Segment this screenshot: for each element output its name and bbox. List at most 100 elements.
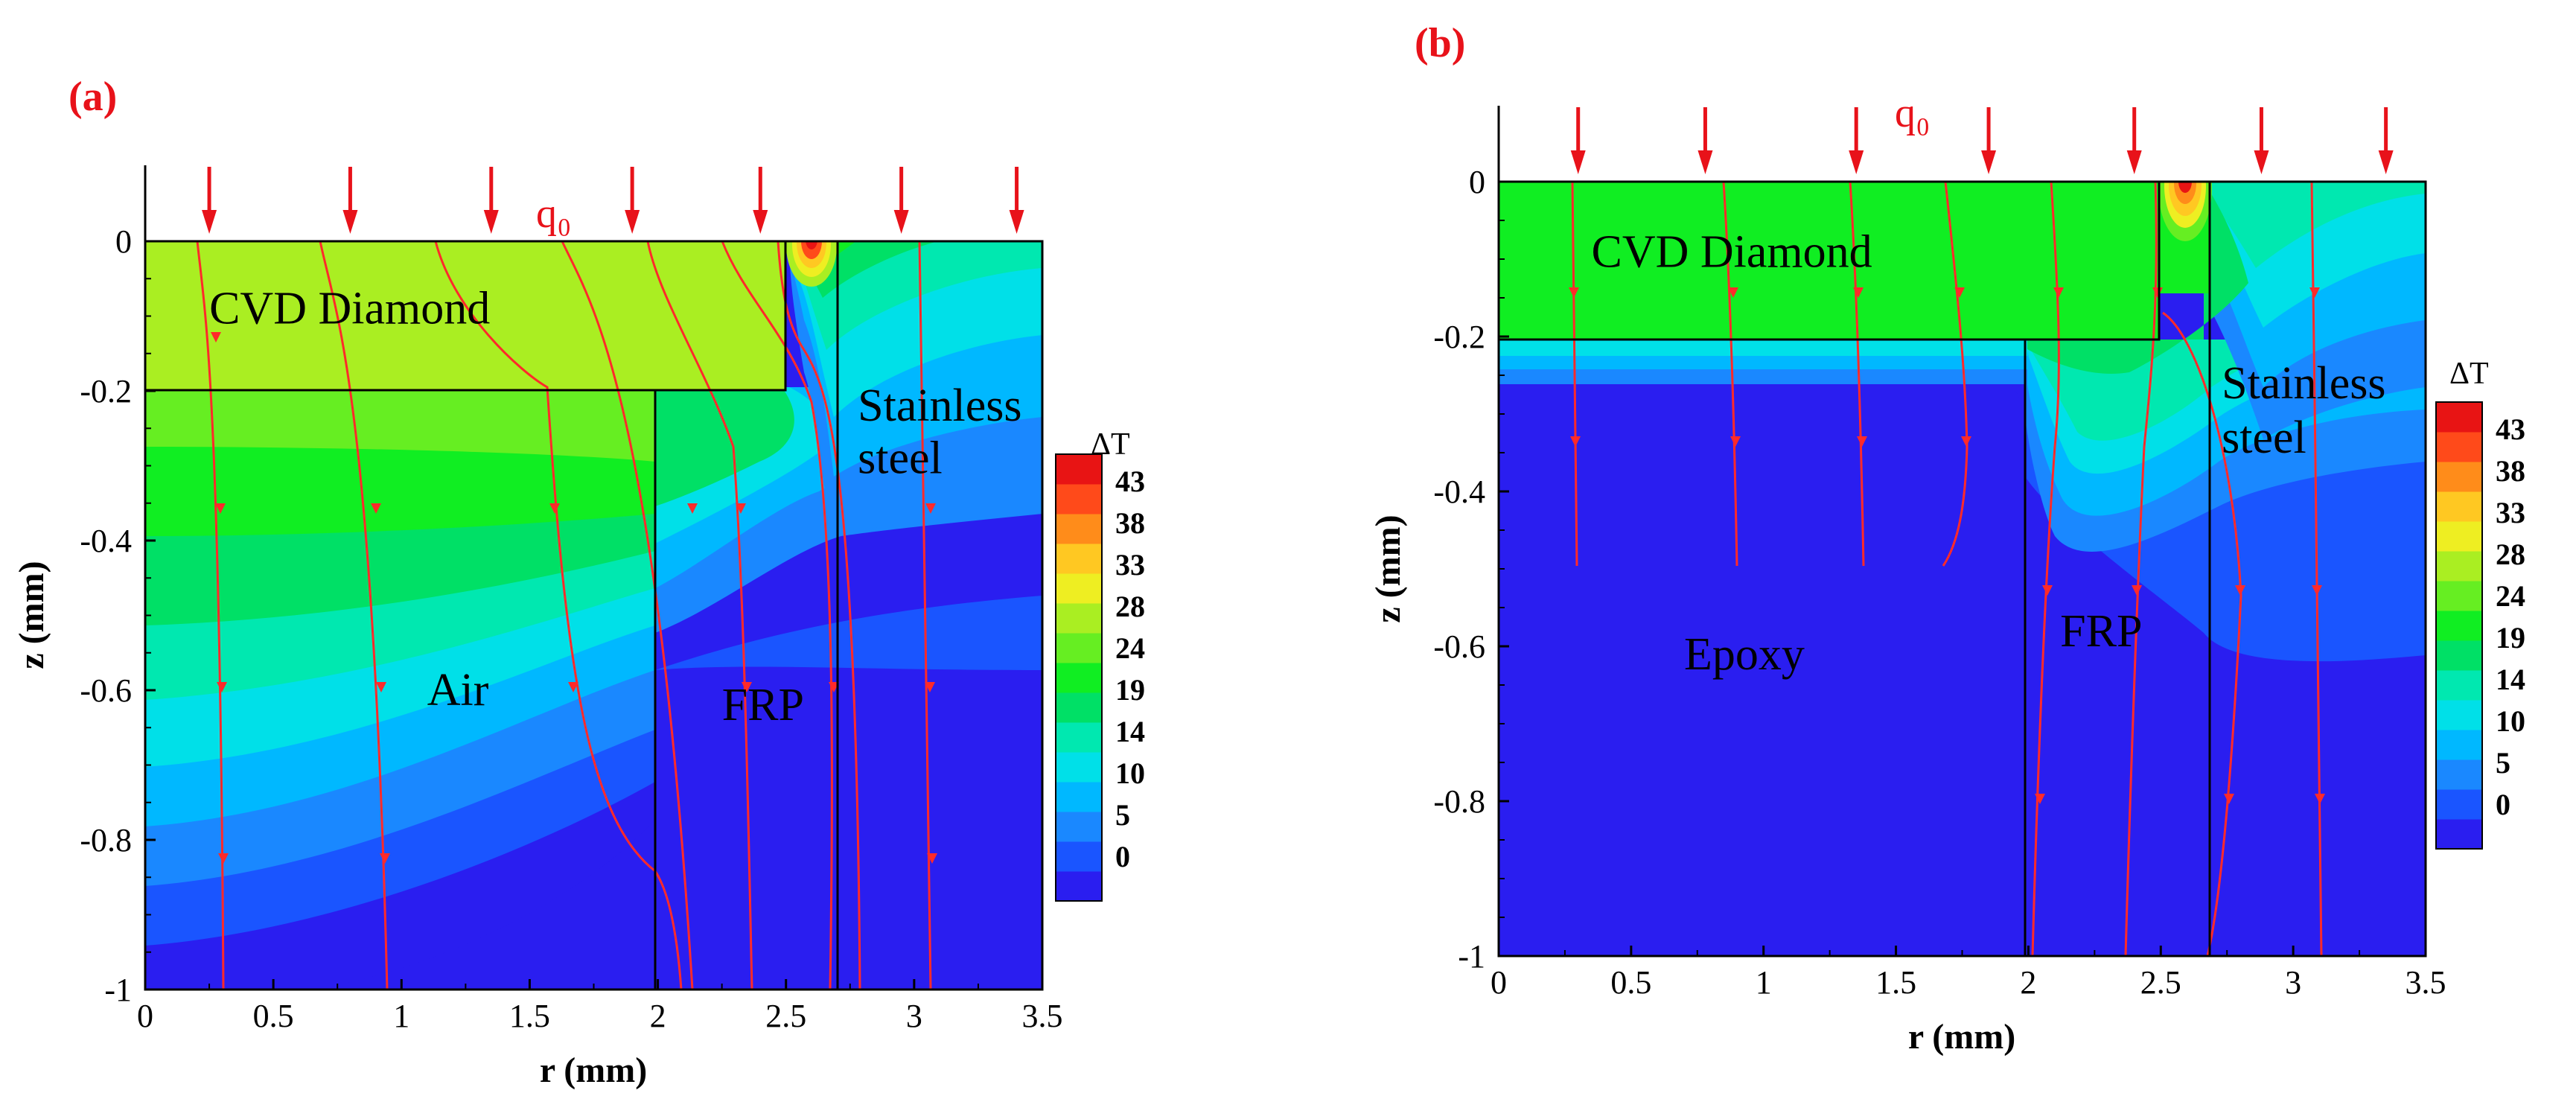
region-label: FRP [722,680,804,730]
colorbar-frame [1055,453,1103,902]
frp-band-0 [655,663,1042,990]
colorbar-tick-label: 28 [2496,538,2525,571]
flow-arrowhead [376,682,386,692]
colorbar-tick-label: 43 [2496,412,2525,446]
colorbar-swatch [2436,432,2482,462]
colorbar-swatch [1056,812,1102,842]
heatflow-line [2031,182,2060,956]
flux-arrowhead [753,210,768,234]
flux-arrowhead [2254,150,2269,174]
band-0 [145,819,655,990]
heatflow-line [646,241,753,990]
colorbar-swatch [1056,752,1102,783]
diamond-edge [145,390,655,410]
x-axis-label-b: r (mm) [1908,1017,2015,1057]
diamond-boundary [145,241,787,392]
y-tick-label: -0.6 [80,672,132,709]
flow-arrowhead [927,853,937,864]
colorbar-swatch [2436,759,2482,790]
colorbar-swatch [2436,551,2482,582]
colorbar-swatch [1056,514,1102,544]
flow-arrowhead [2224,794,2234,804]
flux-arrowhead [1697,150,1713,174]
x-tick-label: 2 [650,998,666,1034]
colorbar-b: 43 38 33 28 24 19 14 10 5 0 [2435,401,2525,850]
heatflow-line [721,241,833,990]
colorbar-swatch [2436,640,2482,671]
region-label: Epoxy [1684,629,1805,680]
colorbar-swatch [2436,462,2482,492]
heatflow-lines-a [196,241,932,990]
y-tick-label: -0.4 [80,523,132,559]
colorbar-tick-label: 19 [1115,673,1145,707]
axes-b: 0 0.5 1 1.5 2 2.5 3 3.5 0 -0.2 -0.4 -0.6 -0.8 -1 [1433,106,2446,1001]
flow-arrowhead [2315,794,2325,804]
heatflow-line [2124,182,2158,956]
heatflow-line [561,241,694,990]
flow-arrowhead [217,682,227,692]
x-tick-label: 0 [1491,964,1507,1001]
flow-arrowhead [1570,436,1581,447]
panel-b-label: (b) [1415,20,1465,66]
colorbar-swatch [2436,730,2482,760]
colorbar-swatch [1056,484,1102,514]
flux-arrows-a [202,167,1024,234]
panel-b-field [1499,182,2426,956]
frp-band-24 [655,387,794,506]
colorbar-tick-label: 38 [2496,454,2525,488]
flow-arrowhead [2312,585,2322,596]
y-tick-label: 0 [1469,164,1485,200]
flow-arrowhead [2035,794,2045,804]
x-tick-label: 1.5 [509,998,550,1034]
colorbar-frame [2435,401,2483,850]
x-tick-label: 1 [393,998,409,1034]
colorbar-tick-label: 14 [1115,715,1145,748]
y-tick-label: -1 [1458,938,1485,975]
region-boundaries-a [145,241,839,990]
y-tick-label: -0.2 [1433,319,1485,355]
x-tick-label: 0.5 [253,998,294,1034]
heatflow-line [434,241,683,990]
flow-arrowhead [1954,287,1965,298]
flow-arrowhead [1730,436,1741,447]
colorbar-tick-label: 43 [1115,465,1145,498]
colorbar-tick-label: 33 [2496,496,2525,529]
x-tick-label: 0 [137,998,153,1034]
x-tick-label: 2.5 [765,998,806,1034]
flux-arrows-b [1570,107,2394,174]
colorbar-swatch [2436,402,2482,433]
region-label: Air [427,665,489,716]
colorbar-tick-label: 10 [2496,704,2525,738]
epoxy-band-19 [1499,340,2027,356]
flow-arrowhead [371,503,381,514]
colorbar-tick-label: 28 [1115,590,1145,623]
colorbar-tick-label: 14 [2496,663,2525,696]
colorbar-tick-label: 24 [1115,631,1145,665]
colorbar-tick-label: 19 [2496,621,2525,654]
region-label: Stainless [858,380,1021,431]
flow-arrowhead [925,682,935,692]
x-axis-label-a: r (mm) [540,1051,647,1090]
region-label: CVD Diamond [1592,226,1872,277]
heatflow-arrowheads-b [1569,287,2325,804]
y-tick-label: -1 [104,972,132,1008]
colorbar-swatch [1056,633,1102,663]
diamond-region [145,241,785,390]
flow-arrowhead [380,853,390,864]
hotspot-3 [801,241,822,259]
colorbar-swatch [1056,573,1102,604]
flux-label-a: q₀ [536,191,572,237]
panel-a-field [145,241,1042,990]
y-axis-label-a: z (mm) [12,561,51,669]
colorbar-swatch [2436,789,2482,820]
heatflow-arrowheads-a [211,332,937,864]
colorbar-swatch [2436,700,2482,730]
y-tick-label: -0.4 [1433,474,1485,510]
heatflow-line [1849,182,1865,567]
x-tick-label: 3.5 [1022,998,1063,1034]
flow-arrowhead [2053,287,2064,298]
flow-arrowhead [736,503,746,514]
flow-arrowhead [549,503,560,514]
